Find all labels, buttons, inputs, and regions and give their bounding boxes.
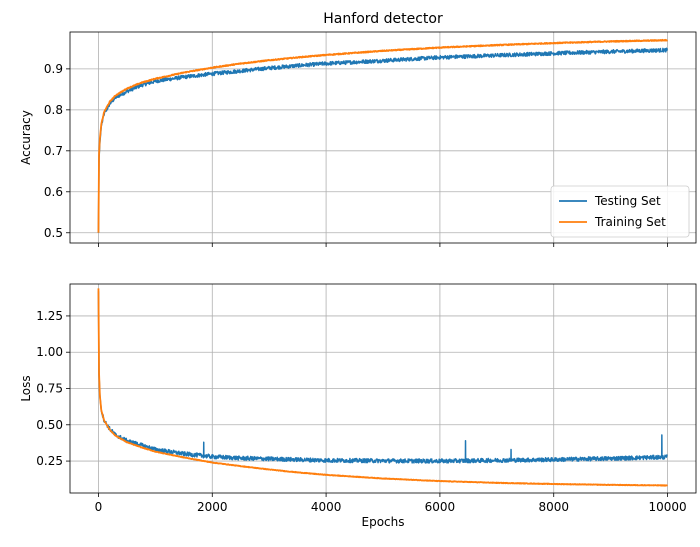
y-tick-label: 0.7 xyxy=(44,144,63,158)
x-tick-label: 4000 xyxy=(311,500,342,514)
y-tick-label: 0.50 xyxy=(36,418,63,432)
accuracy-axes-frame xyxy=(69,31,697,244)
x-tick-label: 2000 xyxy=(197,500,228,514)
legend-label-training: Training Set xyxy=(594,215,666,229)
y-tick-label: 0.75 xyxy=(36,382,63,396)
accuracy-panel: 0.5 0.6 0.7 0.8 0.9 Hanford detector Accurac… xyxy=(19,11,697,247)
x-tick-label: 6000 xyxy=(425,500,456,514)
series-line-training xyxy=(97,38,669,233)
loss-axes-frame xyxy=(69,283,697,494)
loss-panel: 0 2000 4000 6000 8000 10000 0.25 0.50 0.75 1.00 1.… xyxy=(19,283,697,529)
accuracy-grid xyxy=(70,32,696,243)
loss-grid xyxy=(70,284,696,493)
accuracy-y-axis-label: Accuracy xyxy=(19,110,33,165)
series-line-testing xyxy=(97,47,668,233)
x-tick-label: 10000 xyxy=(648,500,686,514)
loss-x-axis-label: Epochs xyxy=(362,515,405,529)
loss-series xyxy=(97,288,669,487)
x-tick-label: 0 xyxy=(95,500,103,514)
legend-box xyxy=(550,185,690,238)
y-tick-label: 1.00 xyxy=(36,345,63,359)
y-tick-label: 0.25 xyxy=(36,454,63,468)
series-line-training xyxy=(97,288,669,487)
chart-title: Hanford detector xyxy=(323,11,443,27)
y-tick-label: 0.9 xyxy=(44,62,63,76)
accuracy-series xyxy=(97,38,669,233)
y-tick-label: 0.5 xyxy=(44,226,63,240)
y-tick-label: 0.6 xyxy=(44,185,63,199)
loss-ticks: 0 2000 4000 6000 8000 10000 0.25 0.50 0.75 1.00 1.… xyxy=(36,309,686,514)
x-tick-label: 8000 xyxy=(538,500,569,514)
series-line-testing xyxy=(97,291,668,464)
legend: Testing Set Training Set xyxy=(550,185,690,238)
loss-y-axis-label: Loss xyxy=(19,375,33,401)
y-tick-label: 0.8 xyxy=(44,103,63,117)
y-tick-label: 1.25 xyxy=(36,309,63,323)
accuracy-ticks: 0.5 0.6 0.7 0.8 0.9 xyxy=(44,62,668,247)
legend-label-testing: Testing Set xyxy=(594,194,661,208)
